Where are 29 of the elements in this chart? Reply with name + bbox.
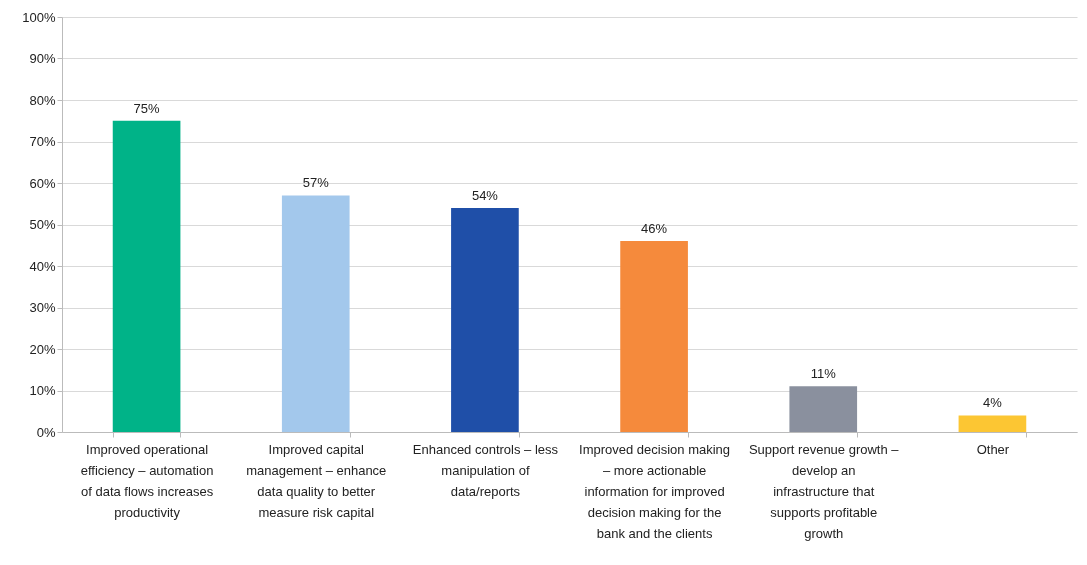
x-tick-label: Support revenue growth – develop an infrastructure that supports profitable growth	[748, 441, 900, 541]
y-tick-label: 100%	[22, 9, 56, 25]
y-tick-label: 80%	[29, 92, 56, 108]
y-tick-label: 40%	[29, 258, 56, 274]
bar	[789, 386, 858, 432]
data-label: 57%	[302, 175, 330, 191]
bar	[112, 120, 181, 432]
y-tick-label: 0%	[36, 424, 56, 440]
y-tick-label: 20%	[29, 341, 56, 357]
x-tick-label: Improved capital management – enhance data quality to better measure risk capital	[246, 441, 387, 520]
y-tick-label: 30%	[29, 300, 56, 315]
y-tick-label: 60%	[29, 175, 56, 191]
y-tick-label: 10%	[29, 383, 56, 398]
y-tick-label: 50%	[29, 217, 56, 232]
data-label: 75%	[133, 100, 161, 116]
y-tick-label: 70%	[29, 134, 56, 149]
y-tick-label: 90%	[29, 51, 56, 66]
x-tick-label: Enhanced controls – less manipulation of data/reports	[412, 441, 559, 499]
x-tick-label: Improved operational efficiency – automation of data flows increases productivity	[80, 441, 214, 520]
bar	[620, 241, 688, 432]
data-label: 4%	[983, 395, 1003, 411]
data-label: 46%	[641, 221, 668, 237]
x-tick-label: Improved decision making – more actionable information for improved decision making for the bank and the clients	[579, 441, 731, 541]
bar	[958, 415, 1027, 432]
bar	[281, 195, 350, 432]
data-label: 11%	[810, 366, 837, 382]
bar	[451, 207, 519, 432]
x-tick-label: Other	[976, 441, 1010, 457]
data-label: 54%	[471, 187, 499, 203]
